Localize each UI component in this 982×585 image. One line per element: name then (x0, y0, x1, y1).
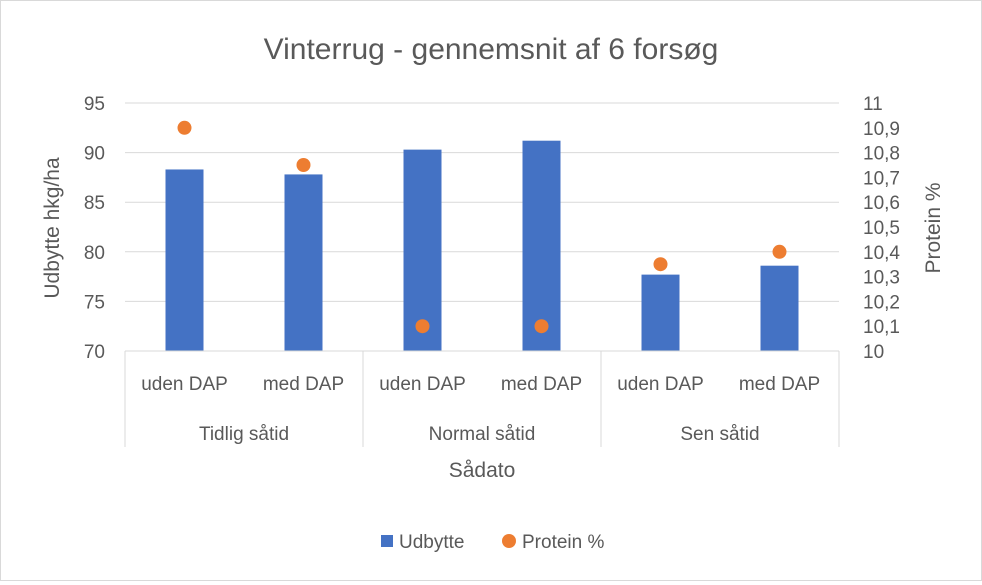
bar-udbytte (403, 149, 442, 351)
point-protein (296, 158, 311, 172)
y2-tick-label: 10,4 (863, 243, 900, 264)
x-tick-label: uden DAP (617, 374, 704, 395)
x-tick-label: med DAP (501, 374, 582, 395)
bar-udbytte (522, 140, 561, 351)
y-tick-label: 85 (84, 193, 105, 214)
x-group-label: Normal såtid (429, 424, 536, 445)
y2-tick-label: 10,7 (863, 168, 900, 189)
y2-tick-label: 11 (863, 94, 883, 115)
legend-label-udbytte: Udbytte (399, 532, 464, 553)
y2-tick-label: 10,9 (863, 119, 900, 140)
y2-tick-label: 10,5 (863, 218, 900, 239)
legend-swatch-protein (502, 534, 516, 548)
point-protein (415, 319, 430, 334)
point-protein (534, 319, 549, 334)
y-tick-label: 80 (84, 243, 105, 264)
point-protein (177, 120, 192, 135)
y2-tick-label: 10,6 (863, 193, 900, 214)
y-axis-title: Udbytte hkg/ha (41, 157, 64, 299)
point-protein (653, 257, 668, 272)
y2-axis-title: Protein % (922, 182, 945, 273)
x-tick-label: uden DAP (379, 374, 466, 395)
x-group-label: Sen såtid (680, 424, 759, 445)
legend-label-protein: Protein % (522, 532, 604, 553)
bar-udbytte (284, 174, 323, 351)
y-tick-label: 75 (84, 292, 105, 313)
chart-title: Vinterrug - gennemsnit af 6 forsøg (264, 33, 719, 66)
bar-udbytte (165, 169, 204, 351)
y2-tick-label: 10,1 (863, 317, 900, 338)
legend: Udbytte Protein % (381, 532, 604, 553)
bar-udbytte (760, 265, 799, 351)
x-axis-title: Sådato (449, 459, 516, 482)
x-tick-label: med DAP (739, 374, 820, 395)
legend-swatch-udbytte (381, 535, 393, 547)
y-tick-label: 70 (84, 342, 105, 363)
bar-udbytte (641, 274, 680, 351)
y-tick-label: 90 (84, 144, 105, 165)
x-tick-label: uden DAP (141, 374, 228, 395)
y2-tick-label: 10,8 (863, 144, 900, 165)
x-tick-label: med DAP (263, 374, 344, 395)
y2-tick-label: 10,2 (863, 292, 900, 313)
point-protein (772, 244, 787, 259)
y-tick-label: 95 (84, 94, 105, 115)
y2-tick-label: 10,3 (863, 268, 900, 289)
x-group-label: Tidlig såtid (199, 424, 289, 445)
y2-tick-label: 10 (863, 342, 884, 363)
